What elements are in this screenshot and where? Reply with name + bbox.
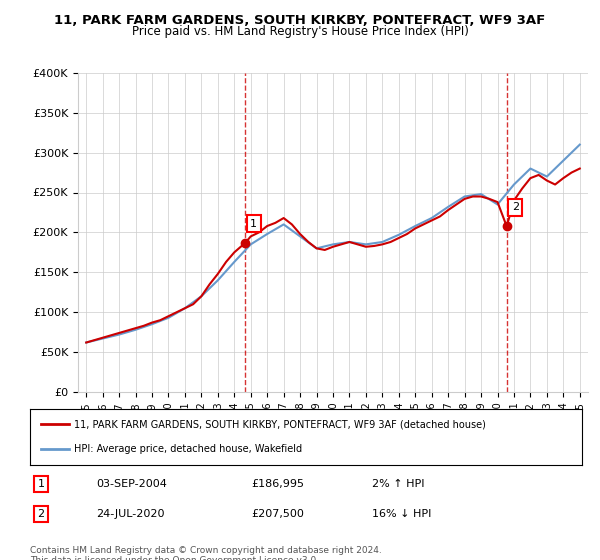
Text: Contains HM Land Registry data © Crown copyright and database right 2024.
This d: Contains HM Land Registry data © Crown c… bbox=[30, 546, 382, 560]
Text: 2: 2 bbox=[512, 203, 519, 212]
Text: 1: 1 bbox=[38, 479, 44, 489]
Text: 03-SEP-2004: 03-SEP-2004 bbox=[96, 479, 167, 489]
Text: 11, PARK FARM GARDENS, SOUTH KIRKBY, PONTEFRACT, WF9 3AF (detached house): 11, PARK FARM GARDENS, SOUTH KIRKBY, PON… bbox=[74, 419, 486, 430]
Text: £186,995: £186,995 bbox=[251, 479, 304, 489]
Text: 2% ↑ HPI: 2% ↑ HPI bbox=[372, 479, 425, 489]
Text: HPI: Average price, detached house, Wakefield: HPI: Average price, detached house, Wake… bbox=[74, 444, 302, 454]
Text: 24-JUL-2020: 24-JUL-2020 bbox=[96, 509, 165, 519]
Text: 1: 1 bbox=[250, 219, 257, 229]
Text: 16% ↓ HPI: 16% ↓ HPI bbox=[372, 509, 431, 519]
Text: 11, PARK FARM GARDENS, SOUTH KIRKBY, PONTEFRACT, WF9 3AF: 11, PARK FARM GARDENS, SOUTH KIRKBY, PON… bbox=[55, 14, 545, 27]
Text: Price paid vs. HM Land Registry's House Price Index (HPI): Price paid vs. HM Land Registry's House … bbox=[131, 25, 469, 38]
Text: 2: 2 bbox=[37, 509, 44, 519]
Text: £207,500: £207,500 bbox=[251, 509, 304, 519]
